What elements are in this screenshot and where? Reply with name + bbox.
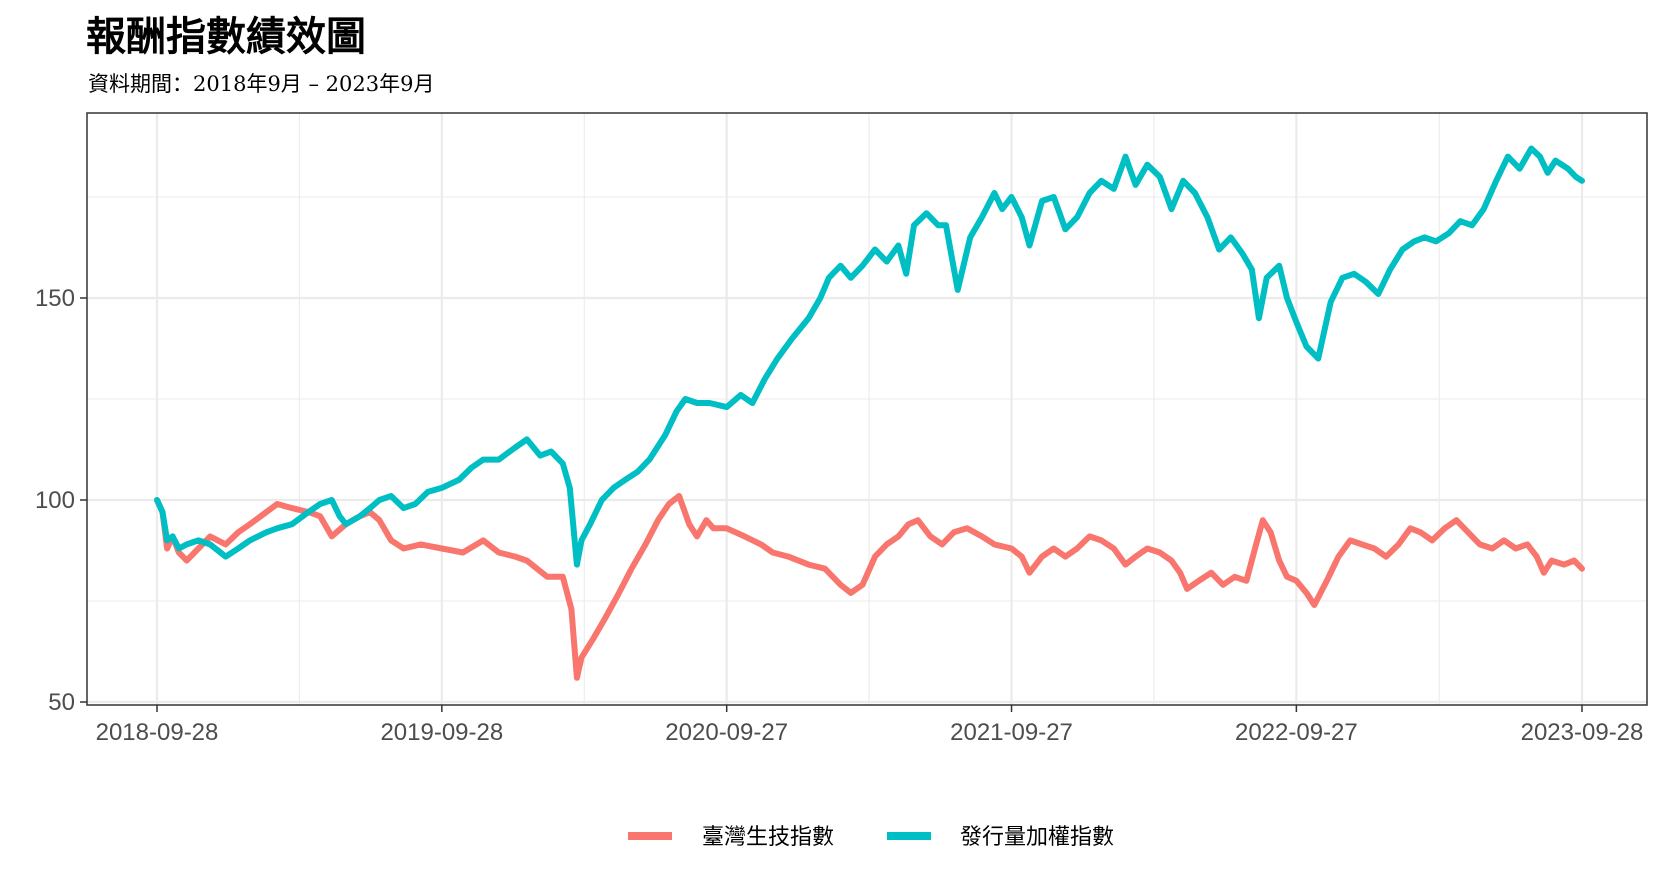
plot-panel-background — [87, 113, 1647, 705]
x-tick-label: 2023-09-28 — [1521, 719, 1644, 746]
series-line-weighted — [154, 145, 1585, 568]
legend-label: 發行量加權指數 — [960, 825, 1114, 850]
chart-title: 報酬指數績效圖 — [86, 13, 366, 60]
series-lines — [154, 145, 1585, 681]
y-tick-label: 150 — [35, 285, 75, 312]
legend: 臺灣生技指數 發行量加權指數 — [628, 825, 1114, 850]
y-tick-label: 50 — [48, 689, 75, 716]
plot-panel-border — [86, 112, 1648, 706]
series-line-biotech — [154, 493, 1585, 681]
axes: 50 100 150 2018-09-28 2019-09-28 2020-09-27 20… — [35, 285, 1643, 746]
legend-label: 臺灣生技指數 — [702, 825, 834, 850]
x-tick-label: 2019-09-28 — [380, 719, 503, 746]
grid-lines — [87, 113, 1647, 705]
x-tick-label: 2018-09-28 — [96, 719, 219, 746]
x-tick-label: 2020-09-27 — [665, 719, 788, 746]
x-tick-label: 2022-09-27 — [1235, 719, 1358, 746]
chart-subtitle: 資料期間：2018年9月 – 2023年9月 — [88, 72, 435, 96]
x-tick-label: 2021-09-27 — [950, 719, 1073, 746]
y-tick-label: 100 — [35, 487, 75, 514]
